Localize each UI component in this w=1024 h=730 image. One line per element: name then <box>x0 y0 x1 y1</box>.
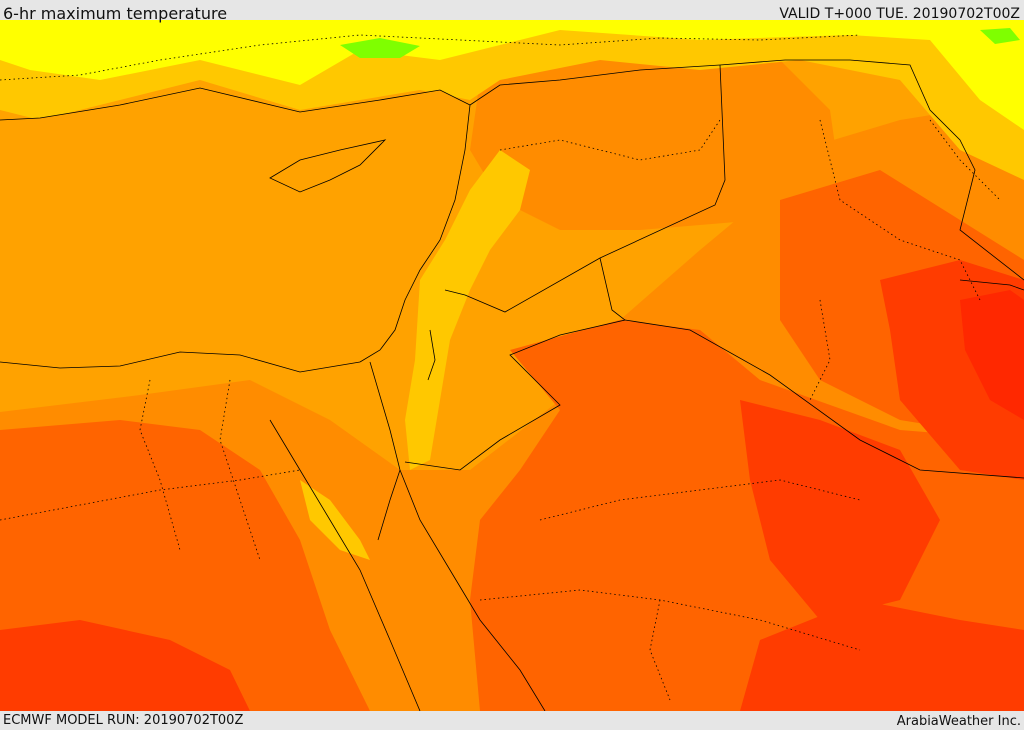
credit-label: ArabiaWeather Inc. <box>896 714 1021 729</box>
province-line-egypt-1 <box>0 469 301 521</box>
border-turkey-syria <box>469 59 786 106</box>
temp-zone-red-egypt <box>0 620 250 711</box>
temp-zone-yellow-sinai <box>300 480 370 560</box>
temp-zone-orange-north <box>470 60 840 230</box>
province-line-egypt-2 <box>139 379 181 551</box>
red-sea-west-coast <box>269 419 421 711</box>
temp-zone-yellow-north <box>0 20 1024 130</box>
footer-bar: ECMWF MODEL RUN: 20190702T00Z ArabiaWeat… <box>0 711 1024 729</box>
header-bar: 6-hr maximum temperature VALID T+000 TUE… <box>0 0 1024 23</box>
coastline-north <box>0 87 471 121</box>
province-line-syria <box>499 119 721 161</box>
temp-zone-green-north <box>340 38 420 58</box>
map-title: 6-hr maximum temperature <box>3 4 228 23</box>
red-sea-east-coast <box>399 469 546 711</box>
coastlines <box>0 87 1024 711</box>
coastline-egypt <box>0 351 361 373</box>
province-line-saudi-3 <box>649 599 671 701</box>
temperature-map[interactable] <box>0 20 1024 711</box>
province-line-iraq <box>819 119 981 301</box>
province-line-saudi-1 <box>539 479 861 521</box>
mediterranean-sea <box>0 88 470 372</box>
temp-zone-deep-red <box>960 290 1024 420</box>
province-line-iran <box>929 119 1001 201</box>
coastline-levant <box>359 104 471 363</box>
cyprus <box>269 139 387 193</box>
borders <box>369 59 1024 479</box>
border-jordan-saudi <box>404 257 626 471</box>
gulf-coast <box>959 279 1024 291</box>
model-run-label: ECMWF MODEL RUN: 20190702T00Z <box>3 713 244 728</box>
province-lines <box>0 34 1001 701</box>
border-egypt-israel <box>369 361 401 471</box>
temp-zone-yellow-levant <box>405 150 530 470</box>
temp-zone-red-southeast <box>740 600 1024 711</box>
temp-zone-green-northeast <box>980 28 1020 44</box>
border-saudi-iraq <box>624 319 1024 479</box>
gulf-of-aqaba <box>377 469 401 541</box>
border-iraq-iran <box>785 59 1024 281</box>
province-line-iraq-2 <box>809 299 831 401</box>
valid-time: VALID T+000 TUE. 20190702T00Z <box>779 6 1020 22</box>
dead-sea <box>427 329 436 381</box>
